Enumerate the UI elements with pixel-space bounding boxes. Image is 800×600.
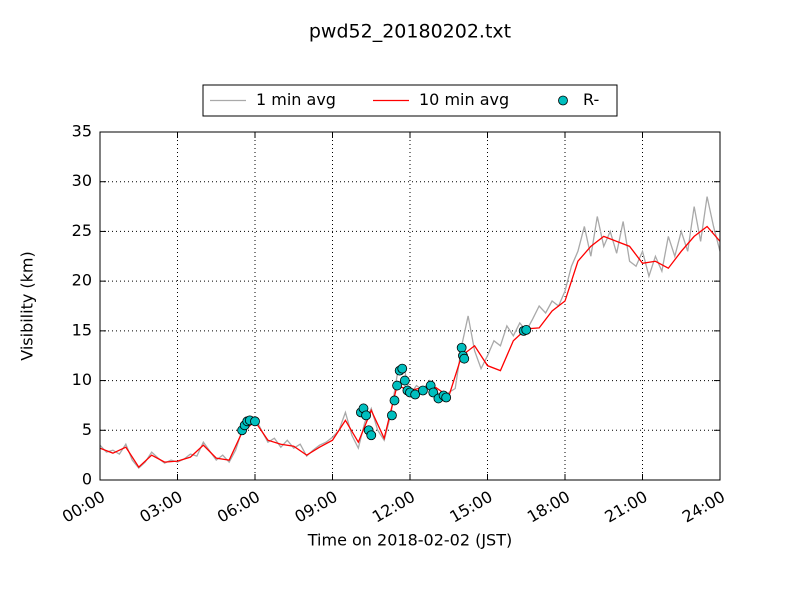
y-tick-label: 0: [82, 470, 92, 489]
legend-marker: [558, 95, 568, 106]
marker: [441, 392, 452, 403]
legend-box: [202, 84, 618, 117]
y-tick-label: 30: [72, 171, 92, 190]
legend-label: R-: [583, 90, 599, 109]
y-tick-label: 25: [72, 221, 92, 240]
legend-label: 1 min avg: [256, 90, 336, 109]
y-tick-label: 15: [72, 320, 92, 339]
marker: [361, 410, 371, 421]
marker: [387, 410, 397, 421]
marker: [366, 430, 377, 441]
marker: [410, 389, 421, 400]
legend-label: 10 min avg: [419, 90, 509, 109]
y-tick-label: 35: [72, 122, 92, 141]
y-tick-label: 20: [72, 271, 92, 290]
x-axis-label: Time on 2018-02-02 (JST): [307, 531, 512, 550]
marker: [250, 416, 260, 427]
y-axis-label: Visibility (km): [18, 251, 37, 360]
chart-title: pwd52_20180202.txt: [309, 21, 511, 43]
marker: [521, 324, 532, 335]
marker: [456, 342, 467, 353]
y-tick-label: 5: [82, 420, 92, 439]
y-tick-label: 10: [72, 370, 92, 389]
marker: [418, 385, 428, 396]
marker: [397, 363, 408, 374]
plot-frame: [99, 131, 721, 481]
marker: [392, 380, 402, 391]
marker: [459, 353, 470, 364]
marker: [389, 395, 400, 406]
marker: [399, 375, 410, 386]
plot-area: [100, 196, 720, 470]
